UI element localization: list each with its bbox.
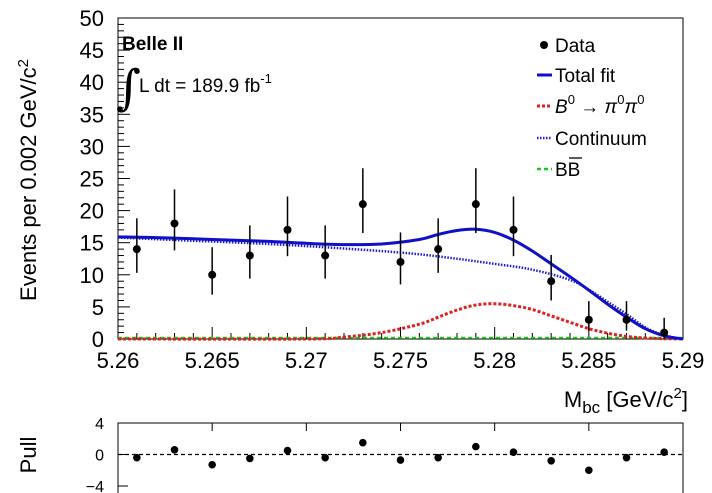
signal-curve bbox=[117, 302, 684, 341]
pull-y-tick-label: 4 bbox=[95, 416, 104, 433]
data-point bbox=[547, 277, 556, 286]
data-point bbox=[434, 245, 443, 254]
pull-point bbox=[547, 457, 555, 465]
pull-axes: 4 0 −4 bbox=[86, 416, 684, 493]
pull-point bbox=[246, 454, 254, 463]
legend-marker-data bbox=[540, 41, 548, 49]
x-tick-label: 5.27 bbox=[285, 348, 328, 373]
pull-plot: 4 0 −4 bbox=[86, 416, 684, 493]
y-axis-title: Events per 0.002 GeV/c2 bbox=[15, 59, 41, 301]
x-tick-label: 5.265 bbox=[185, 348, 240, 373]
pull-point bbox=[321, 453, 329, 462]
pull-point bbox=[133, 453, 141, 462]
data-point bbox=[471, 200, 480, 209]
data-point bbox=[509, 225, 518, 234]
y-tick-label: 20 bbox=[80, 199, 104, 224]
data-point bbox=[283, 225, 292, 234]
pull-point bbox=[585, 466, 593, 475]
x-tick-label: 5.285 bbox=[561, 348, 616, 373]
pull-y-tick-label: 0 bbox=[95, 448, 104, 465]
y-tick-label: 10 bbox=[80, 263, 104, 288]
legend-label-bbbar: BB bbox=[555, 160, 580, 181]
y-tick-label: 30 bbox=[80, 134, 104, 159]
legend-label-signal: B0 → π0π0 bbox=[555, 92, 644, 118]
y-tick-label: 5 bbox=[92, 295, 104, 320]
data-point bbox=[170, 219, 179, 228]
pull-y-tick-label: −4 bbox=[86, 479, 104, 493]
x-axis-title: Mbc [GeV/c2] bbox=[564, 385, 688, 417]
y-tick-label: 35 bbox=[80, 102, 104, 127]
x-tick-label: 5.275 bbox=[373, 348, 428, 373]
x-tick-label: 5.26 bbox=[97, 348, 140, 373]
pull-point bbox=[660, 448, 668, 456]
pull-point bbox=[208, 460, 216, 469]
pull-points bbox=[133, 438, 668, 475]
data-point bbox=[245, 251, 254, 260]
y-tick-label: 45 bbox=[80, 38, 104, 63]
pull-point bbox=[396, 456, 405, 464]
data-point bbox=[584, 315, 593, 324]
main-axes: 0 5 10 15 20 25 30 35 40 45 50 5.26 5.265 5.27 5.275 5.… bbox=[80, 6, 705, 373]
pull-point bbox=[283, 446, 292, 455]
x-tick-label: 5.28 bbox=[473, 348, 516, 373]
pull-point bbox=[359, 438, 367, 447]
legend-label-total: Total fit bbox=[555, 66, 616, 87]
luminosity-label: L dt = 189.9 fb-1 bbox=[139, 71, 272, 97]
x-tick-label: 5.29 bbox=[662, 348, 705, 373]
pull-point bbox=[170, 445, 179, 454]
experiment-label: Belle II bbox=[122, 34, 183, 55]
pull-point bbox=[434, 453, 442, 462]
pull-point bbox=[622, 453, 631, 462]
data-point bbox=[321, 251, 330, 260]
pull-point bbox=[509, 448, 518, 456]
data-point bbox=[660, 328, 669, 337]
data-point bbox=[132, 245, 141, 254]
data-point bbox=[622, 315, 631, 324]
data-point bbox=[358, 200, 367, 209]
data-point bbox=[396, 257, 405, 266]
data-points bbox=[132, 168, 669, 339]
y-tick-label: 50 bbox=[80, 6, 104, 31]
pull-axis-title: Pull bbox=[16, 437, 41, 474]
continuum-curve bbox=[117, 236, 684, 341]
legend-label-continuum: Continuum bbox=[555, 129, 647, 150]
y-tick-label: 15 bbox=[80, 231, 104, 256]
pull-point bbox=[472, 442, 480, 451]
data-point bbox=[208, 270, 217, 279]
legend-label-data: Data bbox=[555, 36, 596, 57]
y-tick-label: 40 bbox=[80, 70, 104, 95]
y-tick-label: 25 bbox=[80, 167, 104, 192]
integral-symbol: ∫ bbox=[116, 60, 141, 116]
main-plot: 0 5 10 15 20 25 30 35 40 45 50 5.26 5.265 5.27 5.275 5.… bbox=[80, 6, 705, 373]
y-tick-label: 0 bbox=[92, 327, 104, 352]
legend: Data Total fit B0 → π0π0 Continuum BB bbox=[537, 36, 647, 181]
